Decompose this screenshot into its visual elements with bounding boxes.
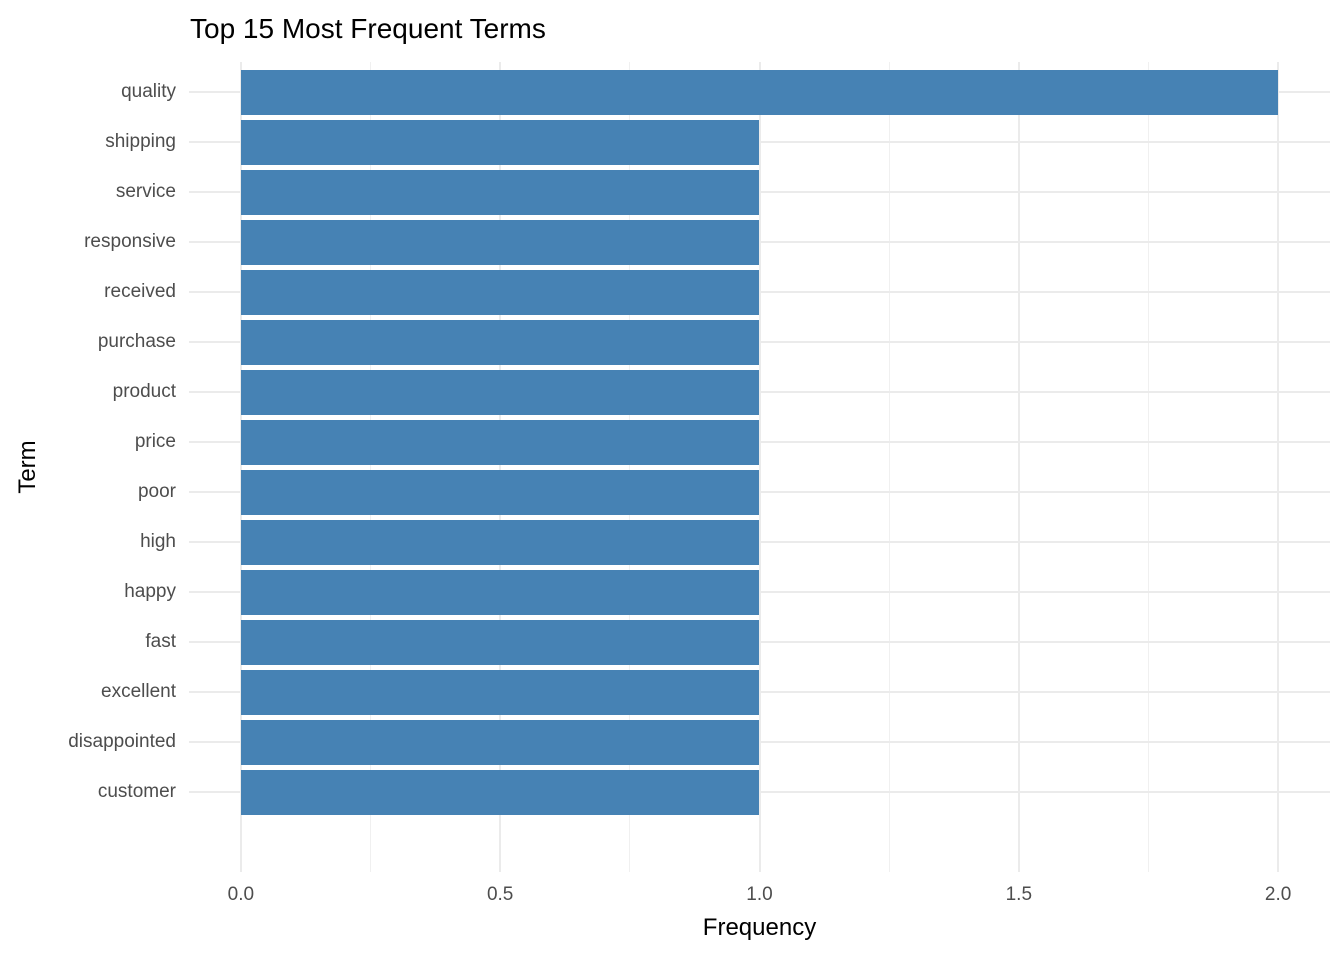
bar-product [240, 369, 760, 415]
bar-purchase [240, 319, 760, 365]
y-tick-label: happy [124, 581, 176, 602]
bar-excellent [240, 669, 760, 715]
major-gridline-vertical [1017, 62, 1020, 872]
major-gridline-vertical [1277, 62, 1280, 872]
x-tick-label: 1.0 [746, 884, 773, 905]
minor-gridline-vertical [1147, 62, 1149, 872]
bar-disappointed [240, 719, 760, 765]
y-tick-label: service [115, 181, 176, 202]
major-gridline-horizontal [189, 791, 1330, 793]
bar-high [240, 519, 760, 565]
bar-customer [240, 769, 760, 815]
major-gridline-horizontal [189, 341, 1330, 343]
x-tick-label: 2.0 [1264, 884, 1292, 905]
y-tick-label: quality [121, 81, 176, 102]
y-tick-label: received [104, 281, 176, 302]
chart-title: Top 15 Most Frequent Terms [190, 13, 546, 44]
x-tick-label: 0.0 [227, 884, 255, 905]
major-gridline-horizontal [189, 641, 1330, 643]
y-tick-label: product [112, 381, 176, 402]
major-gridline-horizontal [189, 191, 1330, 193]
major-gridline-horizontal [189, 691, 1330, 693]
major-gridline-horizontal [189, 391, 1330, 393]
major-gridline-horizontal [189, 241, 1330, 243]
major-gridline-horizontal [189, 141, 1330, 143]
bar-price [240, 419, 760, 465]
y-tick-label: purchase [97, 331, 176, 352]
major-gridline-horizontal [189, 591, 1330, 593]
bar-happy [240, 569, 760, 615]
x-tick-label: 1.5 [1005, 884, 1033, 905]
bar-received [240, 269, 760, 315]
y-tick-label: responsive [84, 231, 176, 252]
major-gridline-vertical [499, 62, 502, 872]
x-tick-label: 0.5 [486, 884, 514, 905]
y-tick-label: disappointed [68, 731, 176, 752]
bar-fast [240, 619, 760, 665]
minor-gridline-vertical [370, 62, 372, 872]
major-gridline-horizontal [189, 541, 1330, 543]
bar-poor [240, 469, 760, 515]
minor-gridline-vertical [629, 62, 631, 872]
y-tick-label: fast [145, 631, 176, 652]
bar-shipping [240, 119, 760, 165]
x-axis-title: Frequency [702, 914, 817, 941]
y-tick-label: customer [97, 781, 176, 802]
major-gridline-vertical [758, 62, 761, 872]
minor-gridline-vertical [888, 62, 890, 872]
y-tick-label: price [134, 431, 176, 452]
bar-responsive [240, 219, 760, 265]
y-tick-label: excellent [101, 681, 176, 702]
major-gridline-horizontal [189, 291, 1330, 293]
y-tick-label: shipping [105, 131, 176, 152]
major-gridline-vertical [239, 62, 242, 872]
major-gridline-horizontal [189, 491, 1330, 493]
bar-quality [240, 69, 1279, 115]
bar-service [240, 169, 760, 215]
major-gridline-horizontal [189, 741, 1330, 743]
y-tick-label: poor [137, 481, 176, 502]
plot-panel [189, 62, 1330, 872]
y-tick-label: high [140, 531, 176, 552]
major-gridline-horizontal [189, 441, 1330, 443]
